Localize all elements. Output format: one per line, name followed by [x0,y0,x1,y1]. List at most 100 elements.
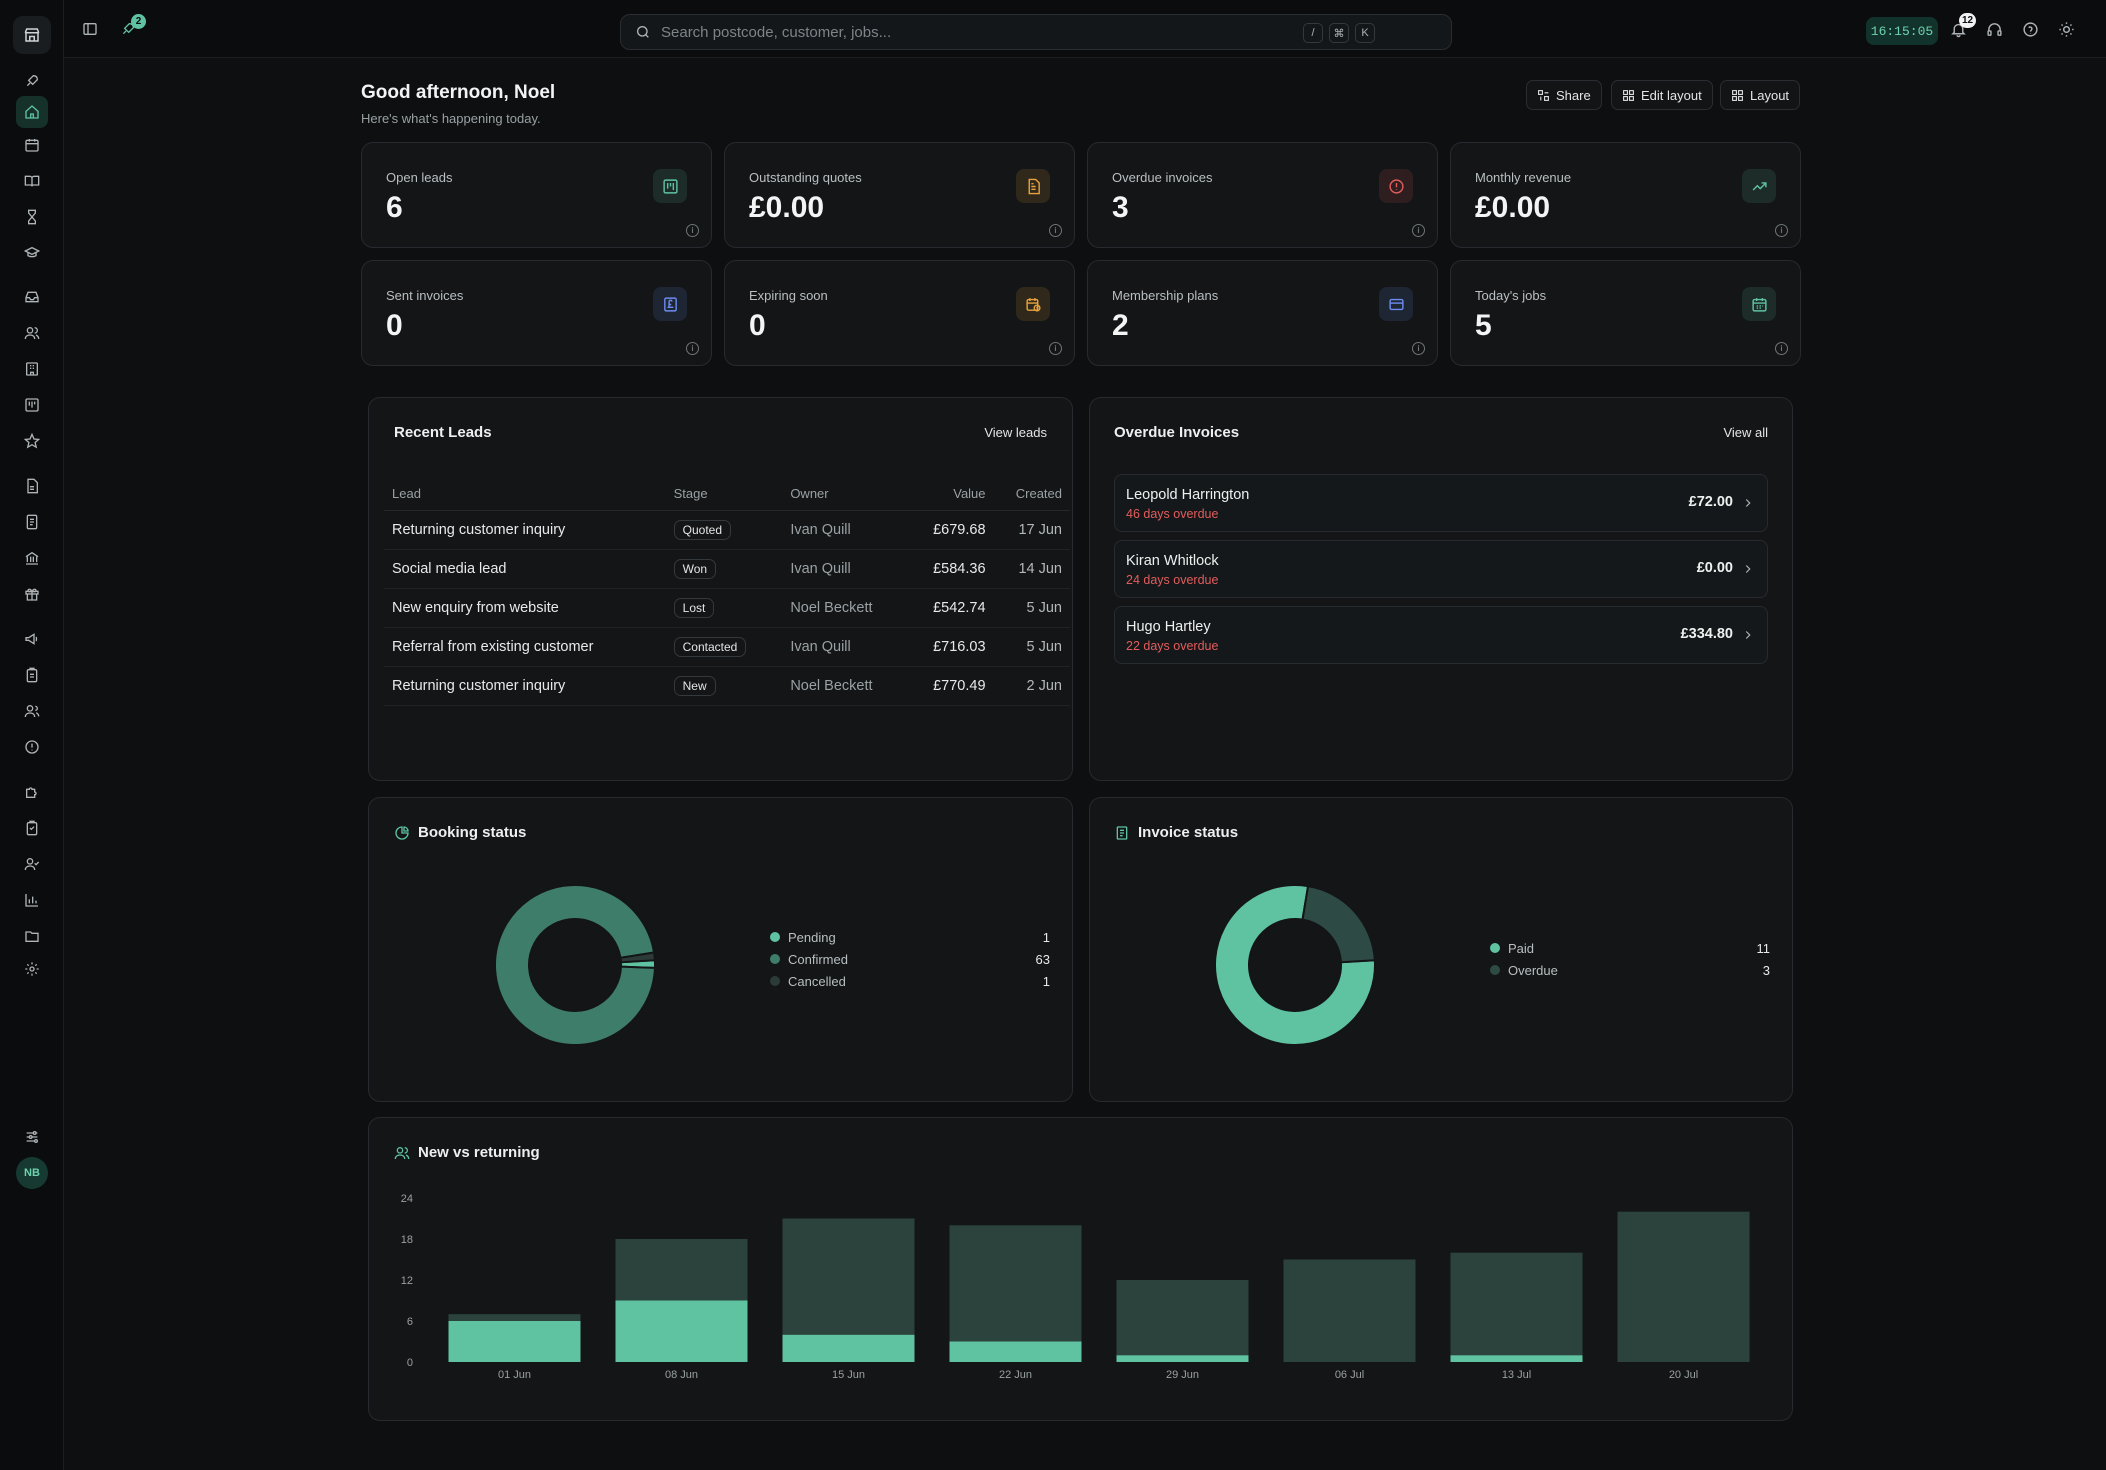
building-icon[interactable] [20,357,44,381]
calendar-icon[interactable] [20,133,44,157]
kpi-value: 2 [1112,309,1129,342]
gift-icon[interactable] [20,582,44,606]
bar-segment[interactable] [1116,1280,1249,1356]
document-icon [1016,169,1050,203]
info-icon[interactable]: i [1412,342,1425,355]
bank-icon[interactable] [20,546,44,570]
legend-dot [1490,943,1500,953]
avatar[interactable]: NB [16,1157,48,1189]
bar-segment[interactable] [1450,1355,1583,1362]
store-logo-icon[interactable] [13,16,51,54]
table-row[interactable]: Referral from existing customer Contacted… [384,627,1070,667]
file-icon[interactable] [20,474,44,498]
home-icon[interactable] [16,96,48,128]
donut-slice-paid[interactable] [1214,884,1376,1046]
table-row[interactable]: New enquiry from website Lost Noel Beckett… [384,588,1070,628]
book-icon[interactable] [20,169,44,193]
kpi-card[interactable]: Expiring soon 0 i [724,260,1075,366]
lead-name: Returning customer inquiry [384,510,666,550]
table-row[interactable]: Social media lead Won Ivan Quill £584.36 14 … [384,549,1070,589]
bar-segment[interactable] [1116,1355,1249,1362]
users-icon[interactable] [20,321,44,345]
overdue-invoice-item[interactable]: Kiran Whitlock 24 days overdue £0.00 [1114,540,1768,598]
lead-created: 14 Jun [993,549,1070,589]
overdue-invoice-item[interactable]: Hugo Hartley 22 days overdue £334.80 [1114,606,1768,664]
hourglass-icon[interactable] [20,205,44,229]
bar-segment[interactable] [1283,1259,1416,1363]
bar-segment[interactable] [448,1314,581,1321]
info-icon[interactable]: i [1775,342,1788,355]
kpi-card[interactable]: Monthly revenue £0.00 i [1450,142,1801,248]
alert-circle-icon[interactable] [20,735,44,759]
help-icon[interactable] [2020,19,2040,39]
y-tick-label: 18 [401,1234,413,1246]
kpi-card[interactable]: Membership plans 2 i [1087,260,1438,366]
edit-layout-button[interactable]: Edit layout [1611,80,1713,110]
user-check-icon[interactable] [20,852,44,876]
bar-segment[interactable] [615,1239,748,1301]
table-row[interactable]: Returning customer inquiry New Noel Becket… [384,666,1070,706]
search-bar[interactable]: / ⌘ K [620,14,1452,50]
inbox-icon[interactable] [20,285,44,309]
info-icon[interactable]: i [1412,224,1425,237]
invoice-icon[interactable] [20,510,44,534]
settings-icon[interactable] [20,957,44,981]
bar-segment[interactable] [782,1218,915,1335]
kpi-card[interactable]: Sent invoices 0 i [361,260,712,366]
trending-up-icon [1742,169,1776,203]
page-title: Good afternoon, Noel [361,82,556,103]
sidebar-toggle-icon[interactable] [80,19,100,39]
legend-dot [770,932,780,942]
board-icon[interactable] [20,393,44,417]
info-icon[interactable]: i [1049,342,1062,355]
info-icon[interactable]: i [1775,224,1788,237]
share-button[interactable]: Share [1526,80,1602,110]
bar-segment[interactable] [1450,1252,1583,1356]
view-all-link[interactable]: View all [1723,425,1768,440]
legend-label: Paid [1508,940,1535,956]
donut-slice-cancelled[interactable] [619,951,656,964]
bar-segment[interactable] [1617,1211,1750,1362]
booking-status-title: Booking status [394,824,526,841]
kpi-card[interactable]: Today's jobs 5 i [1450,260,1801,366]
bar-segment[interactable] [949,1341,1082,1363]
bar-segment[interactable] [949,1225,1082,1342]
bar-chart-icon[interactable] [20,888,44,912]
layout-button[interactable]: Layout [1720,80,1801,110]
bar-segment[interactable] [782,1334,915,1362]
table-row[interactable]: Returning customer inquiry Quoted Ivan Qui… [384,510,1070,550]
kpi-card[interactable]: Outstanding quotes £0.00 i [724,142,1075,248]
kpi-card[interactable]: Overdue invoices 3 i [1087,142,1438,248]
kpi-card[interactable]: Open leads 6 i [361,142,712,248]
bar-segment[interactable] [448,1321,581,1362]
rocket-icon[interactable] [20,69,44,93]
overdue-invoice-item[interactable]: Leopold Harrington 46 days overdue £72.00 [1114,474,1768,532]
search-input[interactable] [661,23,1281,41]
checklist-icon[interactable] [20,816,44,840]
pie-chart-icon [395,825,409,840]
kpi-value: 0 [749,309,766,342]
graduation-cap-icon[interactable] [20,241,44,265]
x-tick-label: 13 Jul [1502,1369,1531,1381]
clipboard-icon[interactable] [20,663,44,687]
puzzle-icon[interactable] [20,780,44,804]
theme-sun-icon[interactable] [2056,19,2076,39]
headset-icon[interactable] [1984,19,2004,39]
lead-created: 5 Jun [993,588,1070,628]
info-icon[interactable]: i [686,224,699,237]
star-icon[interactable] [20,429,44,453]
bar-segment[interactable] [615,1300,748,1363]
info-icon[interactable]: i [1049,224,1062,237]
lead-value: £679.68 [903,510,994,550]
sliders-icon[interactable] [20,1125,44,1149]
view-leads-link[interactable]: View leads [984,425,1047,440]
donut-slice-overdue[interactable] [1301,884,1376,964]
info-icon[interactable]: i [686,342,699,355]
folder-icon[interactable] [20,924,44,948]
legend-label: Cancelled [788,973,846,989]
lead-created: 17 Jun [993,510,1070,550]
donut-slice-confirmed[interactable] [494,884,656,1046]
calendar-icon [1742,287,1776,321]
team-icon[interactable] [20,699,44,723]
megaphone-icon[interactable] [20,627,44,651]
